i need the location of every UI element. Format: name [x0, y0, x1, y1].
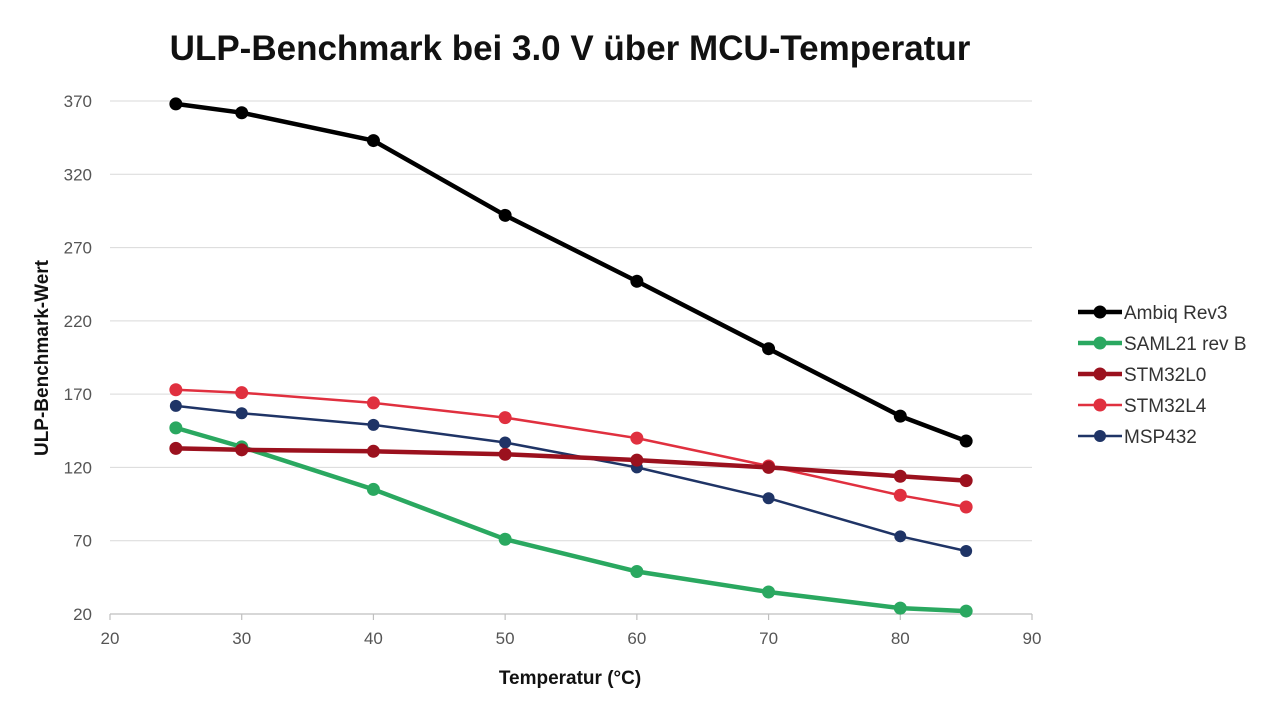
data-point-ambiq-rev3 [235, 106, 249, 120]
data-point-saml21-rev-b [366, 482, 380, 496]
y-tick-label: 70 [73, 532, 92, 551]
data-point-stm32l4 [169, 383, 183, 397]
data-point-stm32l0 [630, 453, 644, 467]
data-point-stm32l4 [893, 488, 907, 502]
y-tick-label: 270 [64, 239, 92, 258]
y-tick-label: 170 [64, 385, 92, 404]
data-point-msp432 [235, 407, 248, 420]
data-point-stm32l4 [235, 386, 249, 400]
data-point-ambiq-rev3 [893, 409, 907, 423]
legend-marker [1093, 367, 1107, 381]
chart-title: ULP-Benchmark bei 3.0 V über MCU-Tempera… [170, 29, 971, 68]
data-point-saml21-rev-b [893, 601, 907, 615]
data-point-stm32l0 [498, 447, 512, 461]
data-point-msp432 [894, 530, 907, 543]
data-point-saml21-rev-b [762, 585, 776, 599]
legend-item-saml21-rev-b: SAML21 rev B [1078, 334, 1247, 355]
legend-marker [1093, 305, 1107, 319]
data-point-ambiq-rev3 [959, 434, 973, 448]
x-tick-label: 30 [232, 629, 251, 648]
series-group [169, 97, 973, 618]
data-point-ambiq-rev3 [169, 97, 183, 111]
x-tick-label: 60 [627, 629, 646, 648]
y-axis-title: ULP-Benchmark-Wert [32, 259, 53, 456]
data-point-stm32l0 [366, 444, 380, 458]
y-tick-label: 120 [64, 458, 92, 477]
legend-marker [1093, 336, 1107, 350]
legend-label: STM32L4 [1124, 396, 1207, 417]
legend-item-stm32l4: STM32L4 [1078, 396, 1207, 417]
x-tick-label: 90 [1023, 629, 1042, 648]
data-point-ambiq-rev3 [630, 274, 644, 288]
data-point-msp432 [169, 399, 182, 412]
data-point-ambiq-rev3 [498, 208, 512, 222]
legend-label: Ambiq Rev3 [1124, 303, 1228, 324]
data-point-stm32l0 [959, 474, 973, 488]
series-stm32l4 [169, 383, 973, 514]
data-point-stm32l0 [893, 469, 907, 483]
legend: Ambiq Rev3 SAML21 rev B STM32L0 STM32L4 MSP4… [1078, 303, 1247, 448]
legend-label: SAML21 rev B [1124, 334, 1247, 355]
data-point-msp432 [367, 418, 380, 431]
x-tick-label: 20 [101, 629, 120, 648]
series-line-stm32l0 [173, 446, 969, 483]
series-line-ambiq-rev3 [173, 101, 969, 444]
data-point-stm32l4 [366, 396, 380, 410]
axes: 20 70 120 170 220 270 320 370 20 30 40 50 60 70 80 90 [64, 92, 1042, 648]
data-point-saml21-rev-b [169, 421, 183, 435]
y-tick-label: 220 [64, 312, 92, 331]
data-point-saml21-rev-b [630, 564, 644, 578]
data-point-stm32l0 [762, 460, 776, 474]
legend-item-ambiq-rev3: Ambiq Rev3 [1078, 303, 1228, 324]
y-tick-label: 20 [73, 605, 92, 624]
series-stm32l0 [169, 441, 973, 488]
data-point-msp432 [960, 544, 973, 557]
data-point-ambiq-rev3 [366, 134, 380, 148]
legend-label: STM32L0 [1124, 365, 1206, 386]
data-point-stm32l0 [169, 441, 183, 455]
data-point-stm32l4 [959, 500, 973, 514]
data-point-stm32l0 [235, 443, 249, 457]
series-saml21-rev-b [169, 421, 973, 618]
series-ambiq-rev3 [169, 97, 973, 448]
series-msp432 [169, 399, 973, 557]
series-line-saml21-rev-b [173, 425, 969, 614]
data-point-msp432 [762, 492, 775, 505]
x-axis-title: Temperatur (°C) [499, 668, 641, 689]
y-tick-label: 320 [64, 165, 92, 184]
y-tick-label: 370 [64, 92, 92, 111]
data-point-stm32l4 [498, 411, 512, 425]
x-tick-label: 70 [759, 629, 778, 648]
legend-item-msp432: MSP432 [1078, 427, 1197, 448]
data-point-msp432 [499, 436, 512, 449]
legend-marker [1093, 398, 1107, 412]
data-point-stm32l4 [630, 431, 644, 445]
x-tick-label: 50 [496, 629, 515, 648]
data-point-saml21-rev-b [498, 532, 512, 546]
legend-label: MSP432 [1124, 427, 1197, 448]
x-tick-label: 80 [891, 629, 910, 648]
x-tick-label: 40 [364, 629, 383, 648]
data-point-ambiq-rev3 [762, 342, 776, 356]
data-point-saml21-rev-b [959, 604, 973, 618]
legend-marker [1094, 430, 1106, 442]
series-line-stm32l4 [174, 388, 968, 509]
legend-item-stm32l0: STM32L0 [1078, 365, 1206, 386]
